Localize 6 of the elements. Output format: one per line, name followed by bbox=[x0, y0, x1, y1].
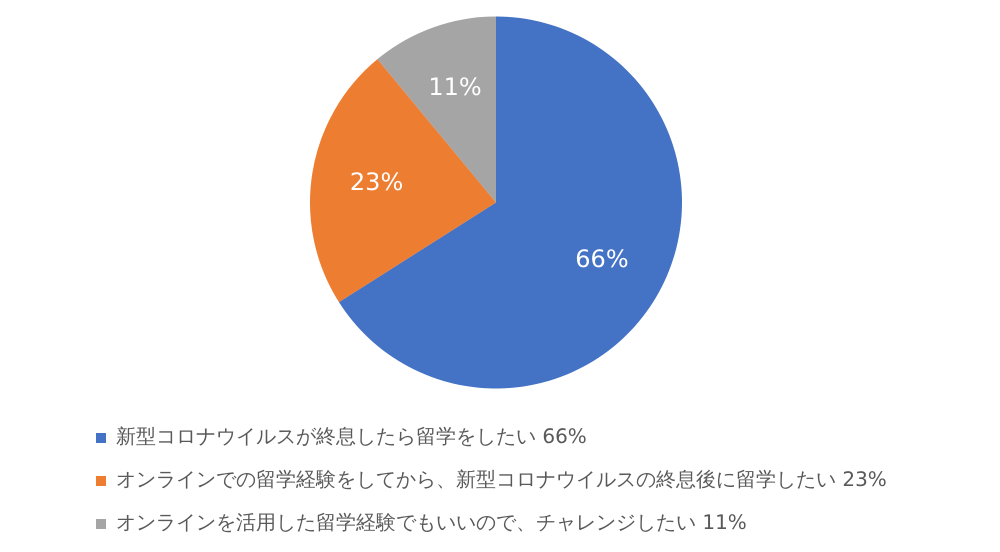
data-label: 23% bbox=[350, 168, 404, 196]
legend-label: 新型コロナウイルスが終息したら留学をしたい 66% bbox=[116, 424, 587, 448]
legend-label: オンラインを活用した留学経験でもいいので、チャレンジしたい 11% bbox=[116, 510, 747, 534]
data-label: 66% bbox=[575, 244, 629, 273]
data-label: 11% bbox=[428, 72, 482, 101]
legend-label: オンラインでの留学経験をしてから、新型コロナウイルスの終息後に留学したい 23% bbox=[116, 467, 887, 492]
